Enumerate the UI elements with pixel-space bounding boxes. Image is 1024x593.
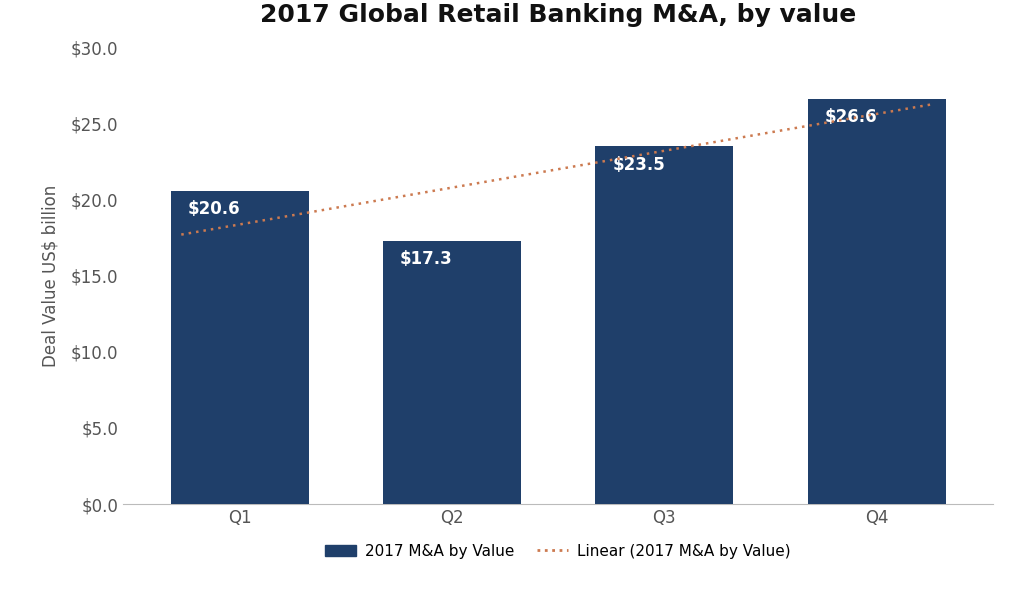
Y-axis label: Deal Value US$ billion: Deal Value US$ billion	[41, 184, 59, 367]
Text: $23.5: $23.5	[612, 155, 665, 174]
Text: $20.6: $20.6	[187, 200, 241, 218]
Bar	[383, 241, 521, 504]
Legend: 2017 M&A by Value, Linear (2017 M&A by Value): 2017 M&A by Value, Linear (2017 M&A by V…	[319, 538, 797, 565]
Bar	[171, 190, 308, 504]
Title: 2017 Global Retail Banking M&A, by value: 2017 Global Retail Banking M&A, by value	[260, 4, 856, 27]
Bar	[595, 146, 733, 504]
Bar	[808, 99, 945, 504]
Text: $17.3: $17.3	[400, 250, 453, 268]
Text: $26.6: $26.6	[824, 109, 878, 126]
